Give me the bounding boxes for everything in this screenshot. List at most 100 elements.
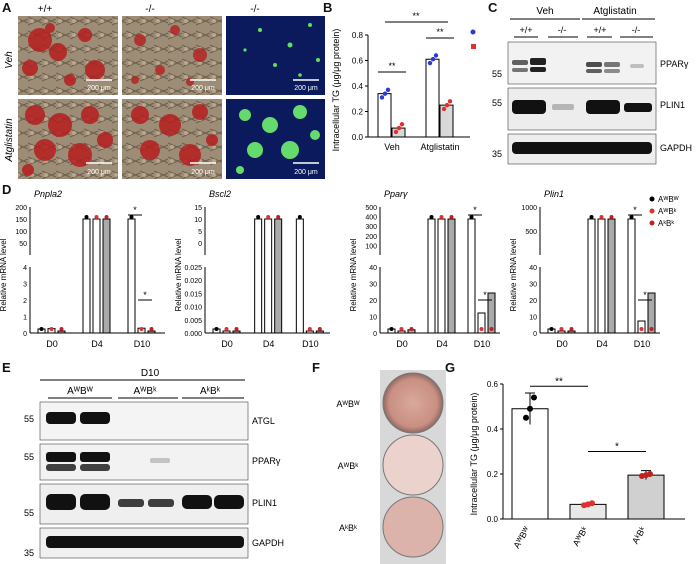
y-tick-label: 4 [23,265,27,272]
blot-e-group: AᵂBᵏ [134,386,158,397]
well-label: AᵂBᵂ [336,399,360,409]
data-point [639,327,644,331]
x-tick-label: D4 [263,339,275,349]
blot-c-mw: 55 [492,98,502,108]
col-header-ko: -/- [145,4,154,15]
panel-c-blot: Veh Atglistatin +/+ -/- +/+ -/- PPARγ 55… [492,6,692,165]
sig-label: * [643,290,647,300]
data-point [382,91,388,96]
y-tick-label: 150 [15,217,27,224]
y-tick-label: 40 [529,265,537,272]
data-point [385,87,391,93]
x-tick-label: AᵏBᵏ [630,524,648,546]
blot-c-genotype: +/+ [519,25,532,35]
y-tick-label: 200 [365,234,377,241]
blot-c-label-gapdh: GAPDH [660,143,692,153]
data-point [256,215,261,219]
x-tick-label: D4 [91,339,103,349]
data-point [149,327,154,331]
blot-c-mw: 35 [492,149,502,159]
data-point [531,394,537,401]
scale-bar-label: 200 μm [294,169,318,176]
y-tick-label: 0.010 [184,305,202,312]
col-header-ko-fluor: -/- [250,4,259,15]
x-tick-label: AᵂBᵏ [571,524,590,548]
data-point [317,327,322,331]
data-point [609,215,614,219]
panel-b-chart: Intracellular TG (μg/μg protein) 0.0 0.2 0… [331,11,476,152]
bar [147,330,156,334]
x-tick-label: D0 [396,339,408,349]
bar [467,218,476,334]
y-tick-label: 2 [23,298,27,305]
data-point [399,122,405,127]
scale-bar-label: 200 μm [191,85,215,92]
data-point [94,215,99,219]
blot-e-mw: 55 [24,414,34,424]
panel-label-a: A [2,0,12,15]
data-point [430,57,436,62]
data-point [389,327,394,331]
data-point [489,327,494,331]
y-tick-label: 20 [369,298,377,305]
blot-c-label-plin1: PLIN1 [660,100,685,110]
bar [597,218,606,334]
bar [92,218,101,334]
row-label-veh: Veh [4,51,15,69]
bar [447,218,456,334]
y-tick-label: 0.8 [352,31,364,40]
blot-e-mw: 55 [24,452,34,462]
blot-e-label-pparg: PPARγ [252,456,281,466]
row-label-atglistatin: Atglistatin [4,118,15,163]
y-tick-label: 20 [529,298,537,305]
data-point [379,95,385,100]
panel-e-blot: D10 AᵂBᵂ AᵂBᵏ AᵏBᵏ ATGL 55 PPARγ 55 PLIN… [24,368,284,559]
blot-c-genotype: +/+ [593,25,606,35]
bar [647,292,656,334]
blot-e-label-gapdh: GAPDH [252,538,284,548]
data-point [559,327,564,331]
y-tick-label: 300 [365,224,377,231]
legend-marker [649,196,655,202]
data-point [629,215,634,219]
data-point [276,215,281,219]
bar [427,218,436,334]
data-point [447,99,453,104]
panel-g-ylabel: Intracellular TG (μg/μg protein) [469,393,479,516]
panel-b-ylabel: Intracellular TG (μg/μg protein) [331,29,341,152]
data-point [429,215,434,219]
y-tick-label: 10 [194,217,202,224]
y-tick-label: 0.025 [184,265,202,272]
y-tick-label: 200 [15,205,27,212]
y-tick-label: 0.005 [184,318,202,325]
y-tick-label: 1000 [521,205,537,212]
blot-c-label-pparg: PPARγ [660,59,689,69]
panel-label-b: B [323,0,333,15]
y-tick-label: 500 [365,205,377,212]
data-point [84,215,89,219]
bar [607,218,616,334]
data-point [307,327,312,331]
bar [254,218,263,334]
blot-e-group: AᵏBᵏ [200,386,221,397]
data-point [104,215,109,219]
bar [627,474,665,520]
bar [264,218,273,334]
scale-bar-label: 200 μm [87,85,111,92]
bar [627,218,636,334]
bar [439,104,454,138]
y-tick-label: 0.6 [487,380,499,389]
y-tick-label: 0.4 [352,82,364,91]
data-point [409,327,414,331]
data-point [266,215,271,219]
bar [587,218,596,334]
blot-c-genotype: -/- [632,25,641,35]
data-point [589,215,594,219]
bar [82,218,91,334]
data-point [427,60,433,66]
legend-marker [470,29,476,35]
d-ylabel: Relative mRNA level [509,238,518,311]
y-tick-label: 10 [529,315,537,322]
well-wt [382,372,444,434]
